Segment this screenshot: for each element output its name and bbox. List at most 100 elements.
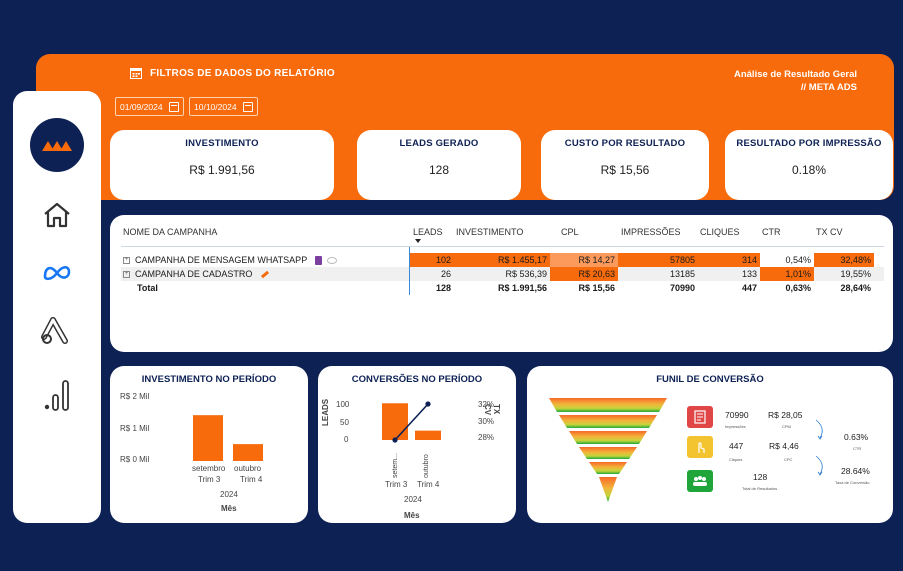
funnel-cliques-label: Cliques <box>729 457 743 462</box>
sidebar <box>13 91 101 523</box>
funnel-impressoes-value: 70990 <box>725 410 749 420</box>
chart-title: INVESTIMENTO NO PERÍODO <box>141 374 277 385</box>
funnel-txconv-label: Taxa de Conversão <box>835 480 870 485</box>
report-title-text: Análise de Resultado Geral <box>733 69 857 80</box>
col-header-txcv[interactable]: TX CV <box>816 227 843 237</box>
row-campaign-name[interactable]: + CAMPANHA DE MENSAGEM WHATSAPP <box>123 253 409 267</box>
home-icon[interactable] <box>37 197 77 233</box>
filter-title: FILTROS DE DADOS DO RELATÓRIO <box>130 67 335 79</box>
row-campaign-name[interactable]: + CAMPANHA DE CADASTRO <box>123 267 409 281</box>
pencil-icon <box>260 270 269 279</box>
funnel-cpc-label: CPC <box>784 457 793 462</box>
total-cliques: 447 <box>741 283 757 293</box>
funnel-card: FUNIL DE CONVERSÃO 70990 Impressões R$ 2… <box>527 366 893 523</box>
bar-outubro <box>233 444 263 461</box>
x-quarter-label: Trim 4 <box>240 475 263 484</box>
chart-title: FUNIL DE CONVERSÃO <box>656 374 764 385</box>
total-leads: 128 <box>435 283 451 293</box>
col-header-impressoes[interactable]: IMPRESSÕES <box>621 227 681 237</box>
cell-leads: 26 <box>440 269 451 279</box>
cell-leads: 102 <box>410 253 454 267</box>
y2-tick-label: 32% <box>478 400 495 409</box>
impressions-icon <box>687 406 713 428</box>
funnel-resultados-label: Total de Resultados <box>742 486 778 491</box>
kpi-value: 0.18% <box>791 163 827 177</box>
report-title: Análise de Resultado Geral // META ADS <box>734 68 857 94</box>
funnel-resultados-value: 128 <box>753 472 768 482</box>
total-cpl: R$ 15,56 <box>578 283 615 293</box>
line-txcv <box>394 403 429 441</box>
total-label: Total <box>137 283 158 293</box>
total-impressoes: 70990 <box>669 283 695 293</box>
cell-investimento: R$ 536,39 <box>505 269 547 279</box>
kpi-resultado-impressao: RESULTADO POR IMPRESSÃO 0.18% <box>725 130 893 200</box>
y2-tick-label: 30% <box>478 417 495 426</box>
expand-icon[interactable]: + <box>123 257 130 265</box>
cell-impressoes: 57805 <box>618 253 698 267</box>
cell-ctr: 0,54% <box>785 255 811 265</box>
campaign-name-text: CAMPANHA DE CADASTRO <box>135 269 253 279</box>
calendar-icon[interactable] <box>168 101 179 112</box>
col-header-leads-text: LEADS <box>413 227 443 237</box>
kpi-custo: CUSTO POR RESULTADO R$ 15,56 <box>541 130 709 200</box>
column-divider <box>409 247 410 295</box>
table-row[interactable]: + CAMPANHA DE MENSAGEM WHATSAPP 102 R$ 1.… <box>121 253 884 267</box>
x-quarter-label: Trim 3 <box>385 480 408 489</box>
table-row[interactable]: + CAMPANHA DE CADASTRO 26 R$ 536,39 R$ 20… <box>121 267 884 281</box>
campaign-name-text: CAMPANHA DE MENSAGEM WHATSAPP <box>135 255 308 265</box>
cell-investimento: R$ 1.455,17 <box>454 253 550 267</box>
funnel-graphic <box>549 398 667 502</box>
expand-icon[interactable]: + <box>123 271 130 279</box>
bar-leads-outubro <box>415 430 441 440</box>
y-tick-label: 100 <box>336 400 350 409</box>
date-start-input[interactable]: 01/09/2024 <box>115 97 184 116</box>
total-txcv: 28,64% <box>840 283 871 293</box>
campaign-table-card: NOME DA CAMPANHA LEADS INVESTIMENTO CPL … <box>110 215 893 352</box>
total-investimento: R$ 1.991,56 <box>497 283 547 293</box>
campaign-table: NOME DA CAMPANHA LEADS INVESTIMENTO CPL … <box>121 225 884 295</box>
cell-ctr: 1,01% <box>760 267 814 281</box>
y-tick-label: R$ 2 Mil <box>120 392 150 401</box>
col-header-ctr[interactable]: CTR <box>762 227 781 237</box>
funnel-cpm-value: R$ 28,05 <box>768 410 803 420</box>
funnel-cpc-value: R$ 4,46 <box>769 441 799 451</box>
funnel-impressoes-label: Impressões <box>725 424 746 429</box>
kpi-title: CUSTO POR RESULTADO <box>564 138 686 149</box>
clicks-icon <box>687 436 713 458</box>
col-header-cliques[interactable]: CLIQUES <box>700 227 740 237</box>
filter-title-text: FILTROS DE DADOS DO RELATÓRIO <box>150 67 335 79</box>
funnel-txconv-value: 28.64% <box>841 466 870 476</box>
report-subtitle-text: // META ADS <box>800 82 857 93</box>
cell-impressoes: 13185 <box>669 269 695 279</box>
results-icon <box>687 470 713 492</box>
cell-cpl: R$ 20,63 <box>550 267 618 281</box>
brand-logo[interactable] <box>30 118 84 172</box>
kpi-leads: LEADS GERADO 128 <box>357 130 521 200</box>
col-header-cpl[interactable]: CPL <box>561 227 579 237</box>
x-tick-label: setembro <box>192 464 226 473</box>
point-txcv-outubro <box>425 401 431 407</box>
date-start-value: 01/09/2024 <box>120 101 163 112</box>
x-axis-label: Mês <box>404 511 420 520</box>
y-tick-label: R$ 1 Mil <box>120 424 150 433</box>
brand-logo-icon <box>42 141 72 151</box>
col-header-campanha[interactable]: NOME DA CAMPANHA <box>123 227 218 237</box>
cell-txcv: 32,48% <box>814 253 874 267</box>
x-tick-label: setem... <box>392 453 399 478</box>
date-end-value: 10/10/2024 <box>194 101 237 112</box>
whatsapp-icon <box>314 256 322 266</box>
cell-cliques: 133 <box>741 269 757 279</box>
date-end-input[interactable]: 10/10/2024 <box>189 97 258 116</box>
conversoes-chart-svg <box>382 401 441 443</box>
col-header-investimento[interactable]: INVESTIMENTO <box>456 227 524 237</box>
calendar-icon[interactable] <box>242 101 253 112</box>
x-tick-label: outubro <box>423 454 430 478</box>
kpi-value: R$ 1.991,56 <box>189 163 255 177</box>
funnel-cpm-label: CPM <box>782 424 791 429</box>
meta-icon[interactable] <box>37 254 77 290</box>
calendar-icon <box>130 68 142 79</box>
analytics-icon[interactable] <box>37 377 77 413</box>
cell-txcv: 19,55% <box>840 269 871 279</box>
google-ads-icon[interactable] <box>37 313 77 349</box>
col-header-leads[interactable]: LEADS <box>413 225 443 247</box>
